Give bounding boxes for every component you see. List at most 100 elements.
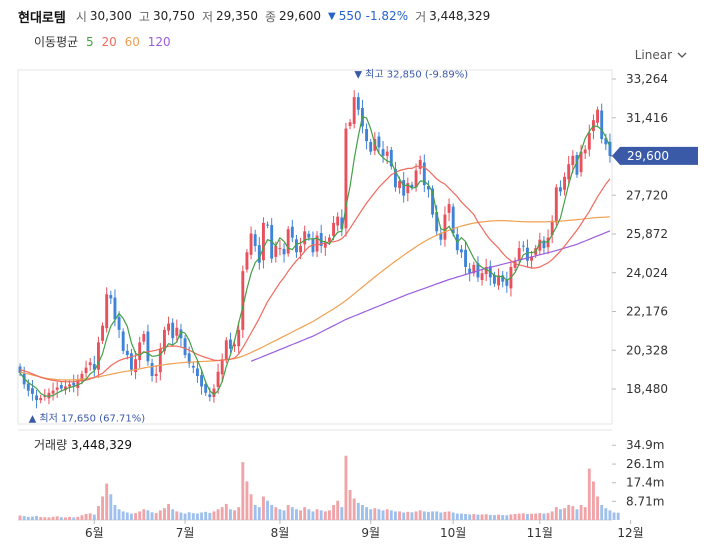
volume-bar[interactable] (616, 512, 620, 520)
volume-bar[interactable] (96, 506, 100, 520)
volume-bar[interactable] (575, 509, 579, 520)
volume-bar[interactable] (290, 507, 294, 520)
candle-body[interactable] (233, 344, 237, 347)
volume-bar[interactable] (517, 513, 521, 520)
volume-bar[interactable] (521, 513, 525, 520)
volume-bar[interactable] (567, 505, 571, 520)
volume-bar[interactable] (30, 516, 34, 520)
volume-bar[interactable] (150, 512, 154, 520)
candle-body[interactable] (538, 239, 542, 251)
moving-average-legend[interactable]: 이동평균 5 20 60 120 (34, 33, 175, 50)
candle-body[interactable] (282, 248, 286, 255)
volume-bar[interactable] (183, 513, 187, 520)
candle-body[interactable] (68, 384, 72, 387)
candle-body[interactable] (125, 350, 129, 356)
volume-bar[interactable] (492, 515, 496, 520)
volume-bar[interactable] (451, 512, 455, 521)
candle-body[interactable] (567, 164, 571, 180)
candle-body[interactable] (294, 239, 298, 253)
volume-bar[interactable] (257, 507, 261, 520)
volume-bar[interactable] (195, 513, 199, 520)
candle-body[interactable] (402, 180, 406, 196)
volume-bar[interactable] (356, 502, 360, 520)
candle-body[interactable] (426, 186, 430, 190)
candle-body[interactable] (303, 231, 307, 245)
volume-bar[interactable] (109, 494, 113, 520)
volume-bar[interactable] (216, 509, 220, 520)
volume-bar[interactable] (587, 468, 591, 520)
candle-body[interactable] (583, 149, 587, 154)
volume-bar[interactable] (35, 515, 39, 520)
candle-body[interactable] (356, 97, 360, 110)
candle-body[interactable] (484, 266, 488, 275)
volume-bar[interactable] (612, 512, 616, 521)
candle-body[interactable] (200, 375, 204, 387)
volume-bar[interactable] (447, 511, 451, 520)
volume-bar[interactable] (591, 481, 595, 520)
volume-bar[interactable] (348, 490, 352, 520)
volume-bar[interactable] (47, 517, 51, 520)
candle-body[interactable] (575, 154, 579, 175)
candle-body[interactable] (439, 232, 443, 240)
volume-bar[interactable] (509, 514, 513, 520)
candle-body[interactable] (266, 224, 270, 226)
candle-body[interactable] (596, 109, 600, 123)
candle-body[interactable] (191, 365, 195, 368)
volume-bar[interactable] (307, 509, 311, 520)
candle-body[interactable] (608, 141, 612, 156)
volume-bar[interactable] (393, 511, 397, 520)
candle-body[interactable] (142, 334, 146, 342)
volume-bar[interactable] (352, 498, 356, 520)
candle-body[interactable] (480, 273, 484, 280)
volume-bar[interactable] (435, 511, 439, 520)
volume-bar[interactable] (571, 506, 575, 520)
volume-bar[interactable] (323, 511, 327, 520)
candle-body[interactable] (39, 398, 43, 401)
volume-bar[interactable] (422, 511, 426, 520)
volume-bar[interactable] (101, 496, 105, 520)
volume-bar[interactable] (175, 511, 179, 520)
candle-body[interactable] (261, 222, 265, 261)
candle-body[interactable] (327, 237, 331, 242)
candle-body[interactable] (121, 331, 125, 351)
volume-bar[interactable] (39, 517, 43, 520)
volume-bar[interactable] (200, 512, 204, 521)
candle-body[interactable] (84, 367, 88, 374)
candle-body[interactable] (443, 214, 447, 240)
candle-body[interactable] (146, 331, 150, 362)
candle-body[interactable] (451, 206, 455, 234)
candle-body[interactable] (117, 316, 121, 330)
candle-body[interactable] (187, 353, 191, 364)
candle-body[interactable] (492, 274, 496, 284)
volume-bar[interactable] (187, 512, 191, 520)
volume-bar[interactable] (212, 511, 216, 520)
candle-body[interactable] (101, 325, 105, 341)
candle-body[interactable] (389, 149, 393, 167)
candle-body[interactable] (398, 180, 402, 189)
candle-body[interactable] (179, 329, 183, 339)
candle-body[interactable] (344, 128, 348, 229)
volume-bar[interactable] (204, 511, 208, 520)
volume-bar[interactable] (68, 517, 72, 520)
volume-bar[interactable] (579, 505, 583, 520)
volume-bar[interactable] (113, 505, 117, 520)
volume-bar[interactable] (319, 510, 323, 520)
candle-body[interactable] (220, 359, 224, 375)
volume-bar[interactable] (43, 517, 47, 520)
volume-bar[interactable] (398, 511, 402, 520)
volume-bar[interactable] (340, 507, 344, 520)
volume-bar[interactable] (365, 507, 369, 520)
candle-body[interactable] (162, 329, 166, 352)
candle-body[interactable] (406, 183, 410, 194)
volume-bar[interactable] (167, 503, 171, 520)
volume-bar[interactable] (563, 508, 567, 520)
volume-bar[interactable] (162, 508, 166, 520)
candle-body[interactable] (410, 184, 414, 188)
candle-body[interactable] (393, 168, 397, 188)
candle-body[interactable] (472, 264, 476, 274)
candle-body[interactable] (138, 342, 142, 361)
candle-body[interactable] (167, 323, 171, 331)
volume-bar[interactable] (299, 510, 303, 520)
candle-body[interactable] (352, 97, 356, 124)
candle-body[interactable] (245, 252, 249, 270)
